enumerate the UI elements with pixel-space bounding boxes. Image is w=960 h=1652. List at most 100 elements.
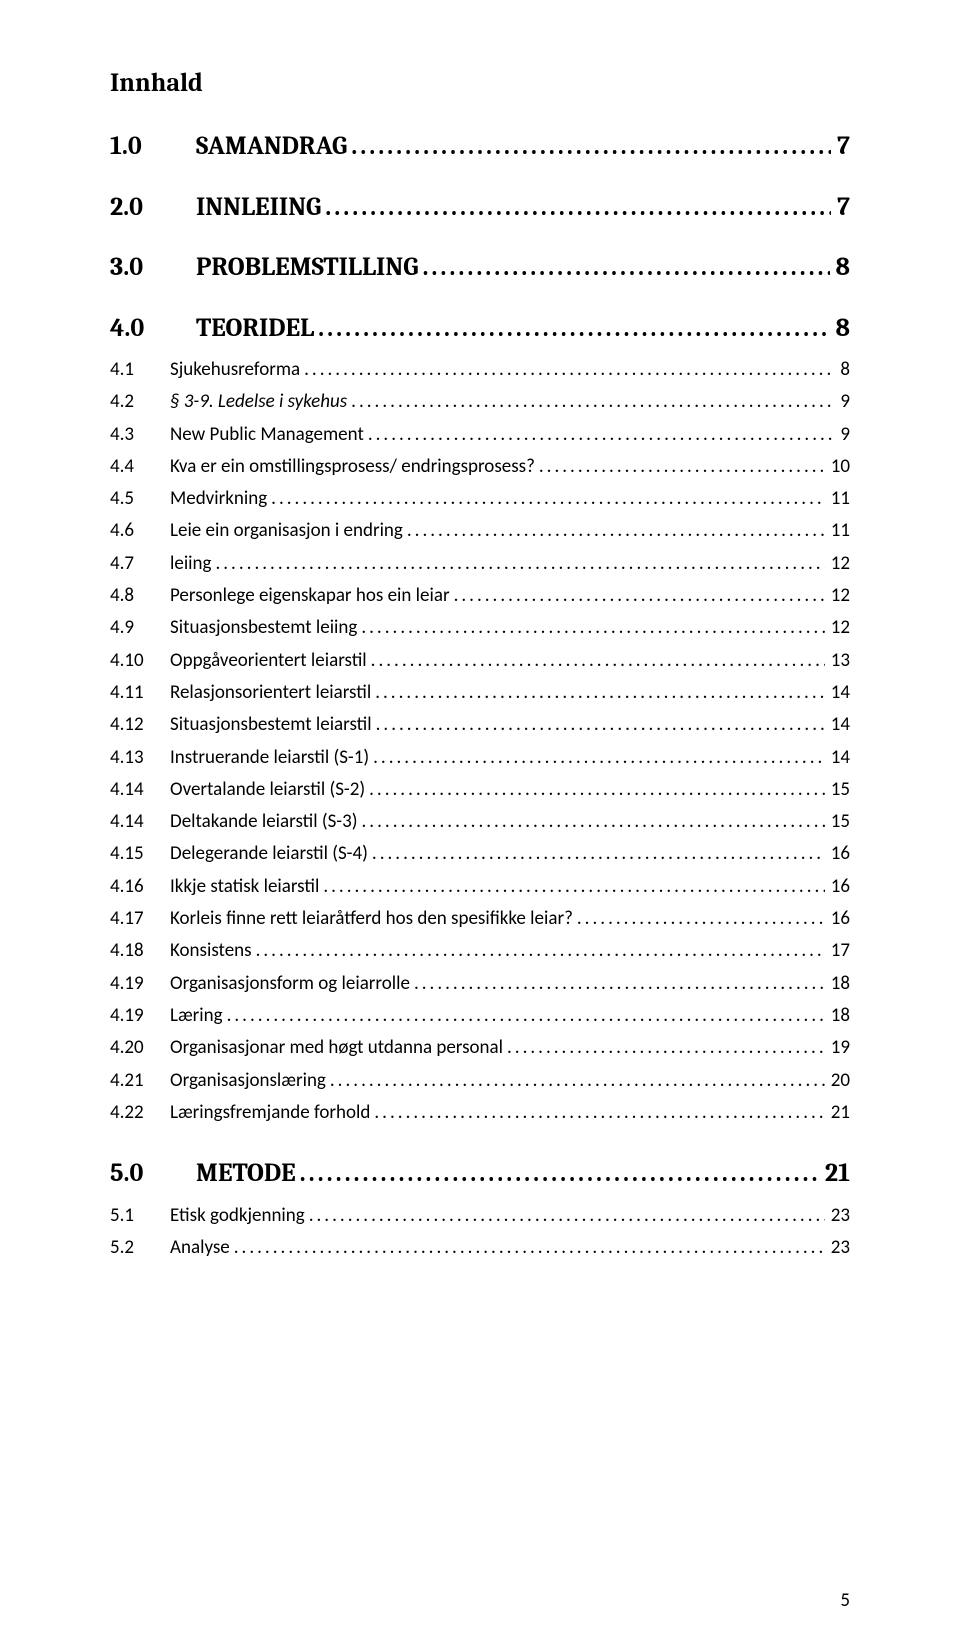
toc-sub-number: 4.17 [110, 903, 170, 935]
toc-sub-page: 23 [829, 1232, 850, 1264]
toc-sub-number: 4.14 [110, 774, 170, 806]
toc-leader [372, 838, 825, 870]
toc-sub-label: Medvirkning [170, 483, 267, 515]
toc-sub-row: 4.14Deltakande leiarstil (S-3) 15 [110, 806, 850, 838]
toc-sub-page: 14 [829, 742, 850, 774]
toc-sub-row: 4.19Organisasjonsform og leiarrolle 18 [110, 968, 850, 1000]
toc-sub-number: 4.3 [110, 419, 170, 451]
toc-sub-row: 5.1Etisk godkjenning 23 [110, 1200, 850, 1232]
toc-sub-page: 23 [829, 1200, 850, 1232]
toc-sub-label: Leie ein organisasjon i endring [170, 515, 403, 547]
toc-sub-page: 16 [829, 838, 850, 870]
toc-leader [318, 312, 829, 345]
toc-heading-number: 2.0 [110, 191, 196, 224]
toc-leader [373, 742, 825, 774]
toc-sub-page: 19 [829, 1032, 850, 1064]
toc-sub-page: 9 [838, 419, 850, 451]
toc-sub-page: 8 [838, 354, 850, 386]
toc-leader [414, 968, 825, 1000]
toc-heading-row: 4.0TEORIDEL8 [110, 312, 850, 345]
toc-sub-number: 4.19 [110, 1000, 170, 1032]
toc-leader [300, 1157, 819, 1190]
toc-sub-label: leiing [170, 548, 211, 580]
toc-leader [271, 483, 825, 515]
toc-sub-page: 11 [829, 483, 850, 515]
toc-sub-row: 4.14Overtalande leiarstil (S-2) 15 [110, 774, 850, 806]
toc-sub-page: 15 [829, 806, 850, 838]
toc-sub-page: 9 [838, 386, 850, 418]
toc-leader [234, 1232, 825, 1264]
toc-heading-label: INNLEIING [196, 191, 321, 224]
toc-leader [215, 548, 824, 580]
toc-sub-label: Situasjonsbestemt leiarstil [170, 709, 372, 741]
toc-sub-label: Organisasjonslæring [170, 1065, 326, 1097]
toc-sub-number: 4.21 [110, 1065, 170, 1097]
toc-leader [375, 677, 825, 709]
toc-sub-page: 21 [829, 1097, 850, 1129]
toc-heading-page: 8 [834, 312, 850, 345]
toc-leader [351, 386, 834, 418]
toc-leader [325, 191, 831, 224]
toc-sub-row: 4.13Instruerande leiarstil (S-1) 14 [110, 742, 850, 774]
toc-leader [454, 580, 825, 612]
toc-leader [577, 903, 825, 935]
toc-sub-label: Deltakande leiarstil (S-3) [170, 806, 358, 838]
toc-sub-page: 18 [829, 968, 850, 1000]
toc-leader [323, 871, 824, 903]
toc-sub-number: 4.8 [110, 580, 170, 612]
toc-sub-label: Ikkje statisk leiarstil [170, 871, 319, 903]
toc-sub-row: 4.22Læringsfremjande forhold 21 [110, 1097, 850, 1129]
toc-sub-row: 4.1Sjukehusreforma 8 [110, 354, 850, 386]
toc-sub-label: Organisasjonsform og leiarrolle [170, 968, 410, 1000]
toc-sub-page: 14 [829, 709, 850, 741]
toc-sub-number: 4.13 [110, 742, 170, 774]
toc-leader [376, 709, 825, 741]
toc-heading-label: TEORIDEL [196, 312, 314, 345]
toc-sub-row: 4.2§ 3-9. Ledelse i sykehus 9 [110, 386, 850, 418]
toc-sub-row: 4.21Organisasjonslæring 20 [110, 1065, 850, 1097]
toc-sub-row: 4.20Organisasjonar med høgt utdanna pers… [110, 1032, 850, 1064]
toc-sub-page: 12 [829, 580, 850, 612]
toc-sub-label: New Public Management [170, 419, 364, 451]
toc-sub-label: Organisasjonar med høgt utdanna personal [170, 1032, 503, 1064]
toc-sub-label: Konsistens [170, 935, 252, 967]
toc-sub-row: 4.7leiing 12 [110, 548, 850, 580]
toc-leader [351, 130, 831, 163]
toc-sub-number: 4.4 [110, 451, 170, 483]
table-of-contents: 1.0SAMANDRAG72.0INNLEIING73.0PROBLEMSTIL… [110, 130, 850, 1264]
toc-sub-page: 14 [829, 677, 850, 709]
toc-leader [330, 1065, 825, 1097]
toc-sub-row: 4.6Leie ein organisasjon i endring 11 [110, 515, 850, 547]
toc-heading-page: 7 [835, 130, 850, 163]
toc-sub-number: 4.16 [110, 871, 170, 903]
toc-sub-row: 4.9Situasjonsbestemt leiing 12 [110, 612, 850, 644]
toc-leader [361, 612, 824, 644]
toc-sub-page: 12 [829, 548, 850, 580]
toc-heading-number: 3.0 [110, 251, 196, 284]
toc-heading-row: 1.0SAMANDRAG7 [110, 130, 850, 163]
toc-leader [371, 645, 825, 677]
toc-sub-row: 4.5Medvirkning 11 [110, 483, 850, 515]
toc-sub-number: 4.7 [110, 548, 170, 580]
toc-sub-page: 16 [829, 903, 850, 935]
toc-sub-page: 10 [829, 451, 850, 483]
toc-sub-number: 4.6 [110, 515, 170, 547]
toc-sub-number: 4.5 [110, 483, 170, 515]
toc-sub-label: Instruerande leiarstil (S-1) [170, 742, 369, 774]
toc-leader [407, 515, 825, 547]
toc-leader [256, 935, 825, 967]
toc-leader [369, 774, 825, 806]
toc-sub-label: Kva er ein omstillingsprosess/ endringsp… [170, 451, 535, 483]
toc-sub-page: 20 [829, 1065, 850, 1097]
toc-leader [304, 354, 834, 386]
toc-sub-number: 4.18 [110, 935, 170, 967]
toc-sub-number: 4.10 [110, 645, 170, 677]
toc-sub-number: 4.19 [110, 968, 170, 1000]
toc-heading-number: 1.0 [110, 130, 196, 163]
toc-sub-number: 4.14 [110, 806, 170, 838]
toc-sub-number: 4.2 [110, 386, 170, 418]
toc-sub-label: Delegerande leiarstil (S-4) [170, 838, 368, 870]
document-page: Innhald 1.0SAMANDRAG72.0INNLEIING73.0PRO… [0, 0, 960, 1652]
toc-heading-row: 2.0INNLEIING7 [110, 191, 850, 224]
toc-sub-row: 4.15Delegerande leiarstil (S-4) 16 [110, 838, 850, 870]
